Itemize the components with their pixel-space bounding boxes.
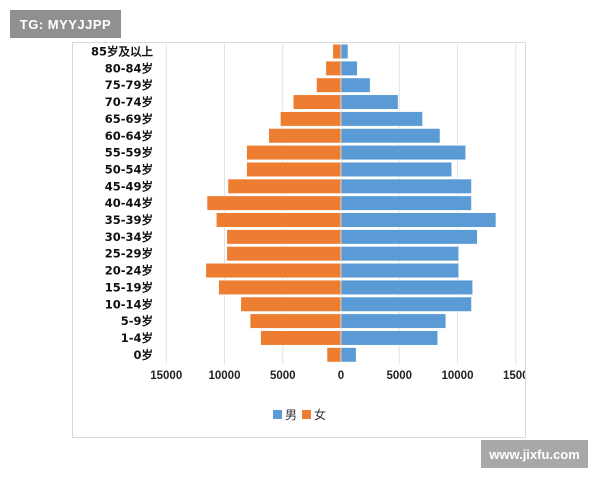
category-label: 45-49岁 (105, 179, 153, 193)
bar-male-12 (340, 246, 459, 262)
bar-female-15 (240, 296, 342, 312)
bar-male-17 (340, 330, 438, 346)
x-tick-label: 1500 (503, 370, 525, 382)
category-label: 20-24岁 (105, 264, 153, 278)
bar-male-11 (340, 229, 478, 245)
bar-male-7 (340, 161, 452, 177)
bar-female-7 (246, 161, 342, 177)
chart-frame: 85岁及以上 80-84岁 75-79岁 70-74岁 65-69岁 60-64岁 55-5… (72, 42, 526, 438)
bar-male-14 (340, 279, 473, 295)
bar-female-11 (226, 229, 342, 245)
bar-female-6 (246, 145, 342, 161)
legend-label-female: 女 (314, 407, 326, 422)
category-label: 40-44岁 (105, 196, 153, 210)
x-tick-label: 10000 (209, 370, 241, 382)
bar-male-5 (340, 128, 441, 144)
bar-male-8 (340, 178, 472, 194)
category-label: 55-59岁 (105, 146, 153, 160)
site-watermark: www.jixfu.com (481, 440, 588, 468)
bar-female-10 (216, 212, 342, 228)
category-label: 0岁 (133, 348, 153, 362)
bar-female-17 (260, 330, 342, 346)
bar-male-15 (340, 296, 472, 312)
bar-female-12 (226, 246, 342, 262)
category-label: 50-54岁 (105, 162, 153, 176)
bar-female-13 (205, 263, 342, 279)
category-label: 35-39岁 (105, 213, 153, 227)
bar-female-4 (280, 111, 342, 127)
bar-female-9 (206, 195, 342, 211)
category-label: 15-19岁 (105, 280, 153, 294)
bar-male-2 (340, 77, 371, 93)
bar-female-8 (227, 178, 342, 194)
category-label: 1-4岁 (121, 331, 153, 345)
bar-female-18 (326, 347, 342, 363)
population-pyramid-chart: 85岁及以上 80-84岁 75-79岁 70-74岁 65-69岁 60-64岁 55-5… (91, 44, 525, 422)
bar-female-2 (316, 77, 342, 93)
bar-female-16 (249, 313, 342, 329)
x-tick-label: 5000 (270, 370, 296, 382)
bar-male-4 (340, 111, 423, 127)
category-label: 75-79岁 (105, 78, 153, 92)
bar-female-5 (268, 128, 342, 144)
category-label: 30-34岁 (105, 230, 153, 244)
category-label: 85岁及以上 (91, 45, 154, 59)
category-label: 80-84岁 (105, 61, 153, 75)
bar-male-0 (340, 44, 349, 59)
x-tick-label: 0 (338, 370, 344, 382)
category-label: 10-14岁 (105, 297, 153, 311)
bar-female-3 (292, 94, 342, 110)
category-label: 25-29岁 (105, 247, 153, 261)
bar-male-18 (340, 347, 357, 363)
x-tick-label: 5000 (386, 370, 412, 382)
bar-female-1 (325, 60, 342, 76)
bar-male-1 (340, 60, 358, 76)
category-label: 5-9岁 (121, 314, 153, 328)
bar-male-16 (340, 313, 447, 329)
x-tick-label: 10000 (442, 370, 474, 382)
bar-female-14 (218, 279, 342, 295)
category-label: 65-69岁 (105, 112, 153, 126)
category-label: 70-74岁 (105, 95, 153, 109)
bar-male-9 (340, 195, 472, 211)
legend-swatch-female (302, 410, 311, 419)
category-label: 60-64岁 (105, 129, 153, 143)
legend-swatch-male (273, 410, 282, 419)
bar-male-3 (340, 94, 399, 110)
legend-label-male: 男 (285, 408, 297, 422)
tag-badge: TG: MYYJJPP (10, 10, 121, 38)
x-tick-label: 15000 (150, 370, 182, 382)
bar-male-6 (340, 145, 466, 161)
bar-male-13 (340, 263, 459, 279)
bar-male-10 (340, 212, 497, 228)
bar-female-0 (332, 44, 342, 59)
